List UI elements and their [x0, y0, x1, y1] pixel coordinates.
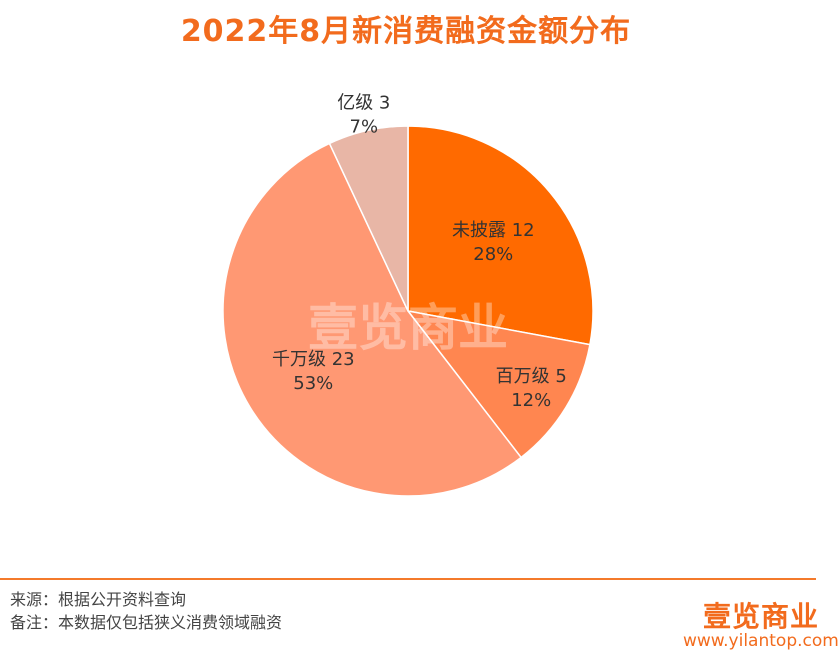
slice-percent-label: 12%: [511, 390, 551, 411]
brand-logo: 壹览商业: [703, 600, 820, 633]
pie-slice: [407, 125, 594, 346]
chart-title: 2022年8月新消费融资金额分布: [180, 14, 632, 49]
pie-chart: 壹览商业 未披露 12 28% 百万级 5 12% 千万级 23 53% 亿级 3 7%: [222, 92, 594, 497]
slice-percent-label: 53%: [293, 373, 333, 394]
pie-slice: [222, 142, 523, 497]
pie-slice: [406, 309, 591, 459]
slice-label: 百万级 5: [496, 366, 567, 387]
slice-label: 未披露 12: [452, 220, 535, 241]
remark-note: 备注：本数据仅包括狭义消费领域融资: [10, 613, 283, 632]
website-link[interactable]: www.yilantop.com: [683, 631, 838, 651]
footer-divider: [0, 578, 816, 580]
pie-slice: [328, 125, 409, 312]
slice-label: 亿级 3: [337, 92, 390, 113]
slice-percent-label: 28%: [473, 244, 513, 265]
source-note: 来源：根据公开资料查询: [10, 590, 187, 609]
watermark: 壹览商业: [308, 299, 508, 357]
slice-percent-label: 7%: [350, 116, 379, 137]
slice-label: 千万级 23: [272, 349, 355, 370]
